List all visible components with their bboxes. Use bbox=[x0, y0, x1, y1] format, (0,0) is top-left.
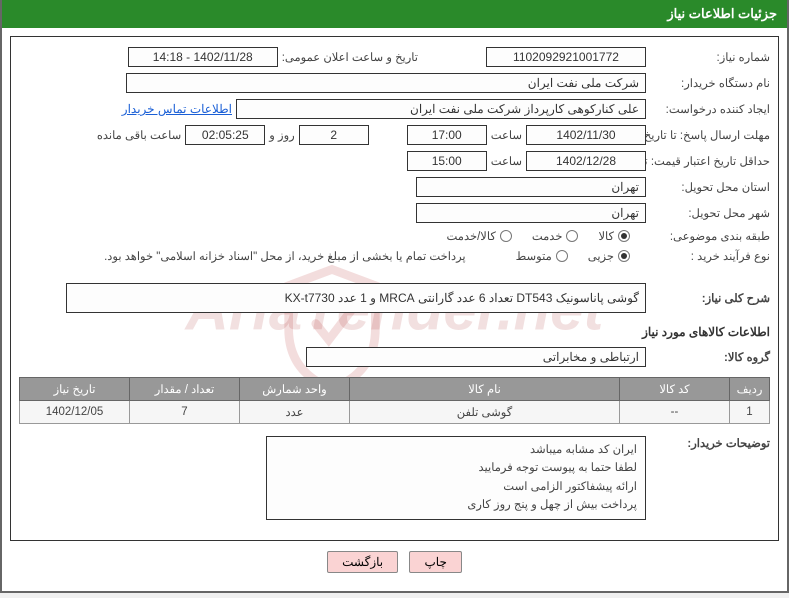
validity-time: 15:00 bbox=[407, 151, 487, 171]
deadline-label: مهلت ارسال پاسخ: تا تاریخ: bbox=[650, 128, 770, 142]
radio-both[interactable]: کالا/خدمت bbox=[447, 229, 512, 243]
table-row: 1 -- گوشی تلفن عدد 7 1402/12/05 bbox=[20, 401, 770, 424]
col-date: تاریخ نیاز bbox=[20, 378, 130, 401]
time-label-1: ساعت bbox=[491, 128, 522, 142]
announce-label: تاریخ و ساعت اعلان عمومی: bbox=[282, 50, 418, 64]
panel-header: جزئیات اطلاعات نیاز bbox=[2, 0, 787, 28]
group-value: ارتباطی و مخابراتی bbox=[306, 347, 646, 367]
validity-label: حداقل تاریخ اعتبار قیمت: تا تاریخ: bbox=[650, 154, 770, 168]
group-label: گروه کالا: bbox=[650, 350, 770, 364]
col-code: کد کالا bbox=[620, 378, 730, 401]
buyer-notes-box: ایران کد مشابه میباشد لطفا حتما به پیوست… bbox=[266, 436, 646, 520]
need-no-label: شماره نیاز: bbox=[650, 50, 770, 64]
class-label: طبقه بندی موضوعی: bbox=[650, 229, 770, 243]
summary-value: گوشی پاناسونیک DT543 تعداد 6 عدد گارانتی… bbox=[66, 283, 646, 313]
requester-value: علی کنارکوهی کارپرداز شرکت ملی نفت ایران bbox=[236, 99, 646, 119]
hms-text: ساعت باقی مانده bbox=[97, 128, 181, 142]
need-no-value: 1102092921001772 bbox=[486, 47, 646, 67]
buyer-contact-link[interactable]: اطلاعات تماس خریدار bbox=[122, 102, 232, 116]
radio-medium[interactable]: متوسط bbox=[516, 249, 568, 263]
province-value: تهران bbox=[416, 177, 646, 197]
requester-label: ایجاد کننده درخواست: bbox=[650, 102, 770, 116]
validity-date: 1402/12/28 bbox=[526, 151, 646, 171]
radio-partial[interactable]: جزیی bbox=[588, 249, 630, 263]
payment-note: پرداخت تمام یا بخشی از مبلغ خرید، از محل… bbox=[104, 249, 466, 263]
items-table: ردیف کد کالا نام کالا واحد شمارش تعداد /… bbox=[19, 377, 770, 424]
print-button[interactable]: چاپ bbox=[409, 551, 461, 573]
summary-label: شرح کلی نیاز: bbox=[650, 291, 770, 305]
process-label: نوع فرآیند خرید : bbox=[650, 249, 770, 263]
items-section-title: اطلاعات کالاهای مورد نیاز bbox=[19, 325, 770, 339]
deadline-time: 17:00 bbox=[407, 125, 487, 145]
city-label: شهر محل تحویل: bbox=[650, 206, 770, 220]
buyer-org-label: نام دستگاه خریدار: bbox=[650, 76, 770, 90]
col-name: نام کالا bbox=[350, 378, 620, 401]
back-button[interactable]: بازگشت bbox=[327, 551, 398, 573]
province-label: استان محل تحویل: bbox=[650, 180, 770, 194]
time-label-2: ساعت bbox=[491, 154, 522, 168]
radio-goods[interactable]: کالا bbox=[598, 229, 630, 243]
buyer-notes-label: توضیحات خریدار: bbox=[650, 436, 770, 450]
days-text: روز و bbox=[269, 128, 294, 142]
days-remaining: 2 bbox=[299, 125, 369, 145]
col-unit: واحد شمارش bbox=[240, 378, 350, 401]
col-qty: تعداد / مقدار bbox=[130, 378, 240, 401]
col-row: ردیف bbox=[730, 378, 770, 401]
city-value: تهران bbox=[416, 203, 646, 223]
buyer-org-value: شرکت ملی نفت ایران bbox=[126, 73, 646, 93]
deadline-date: 1402/11/30 bbox=[526, 125, 646, 145]
hms-remaining: 02:05:25 bbox=[185, 125, 265, 145]
radio-service[interactable]: خدمت bbox=[532, 229, 579, 243]
announce-value: 1402/11/28 - 14:18 bbox=[128, 47, 278, 67]
